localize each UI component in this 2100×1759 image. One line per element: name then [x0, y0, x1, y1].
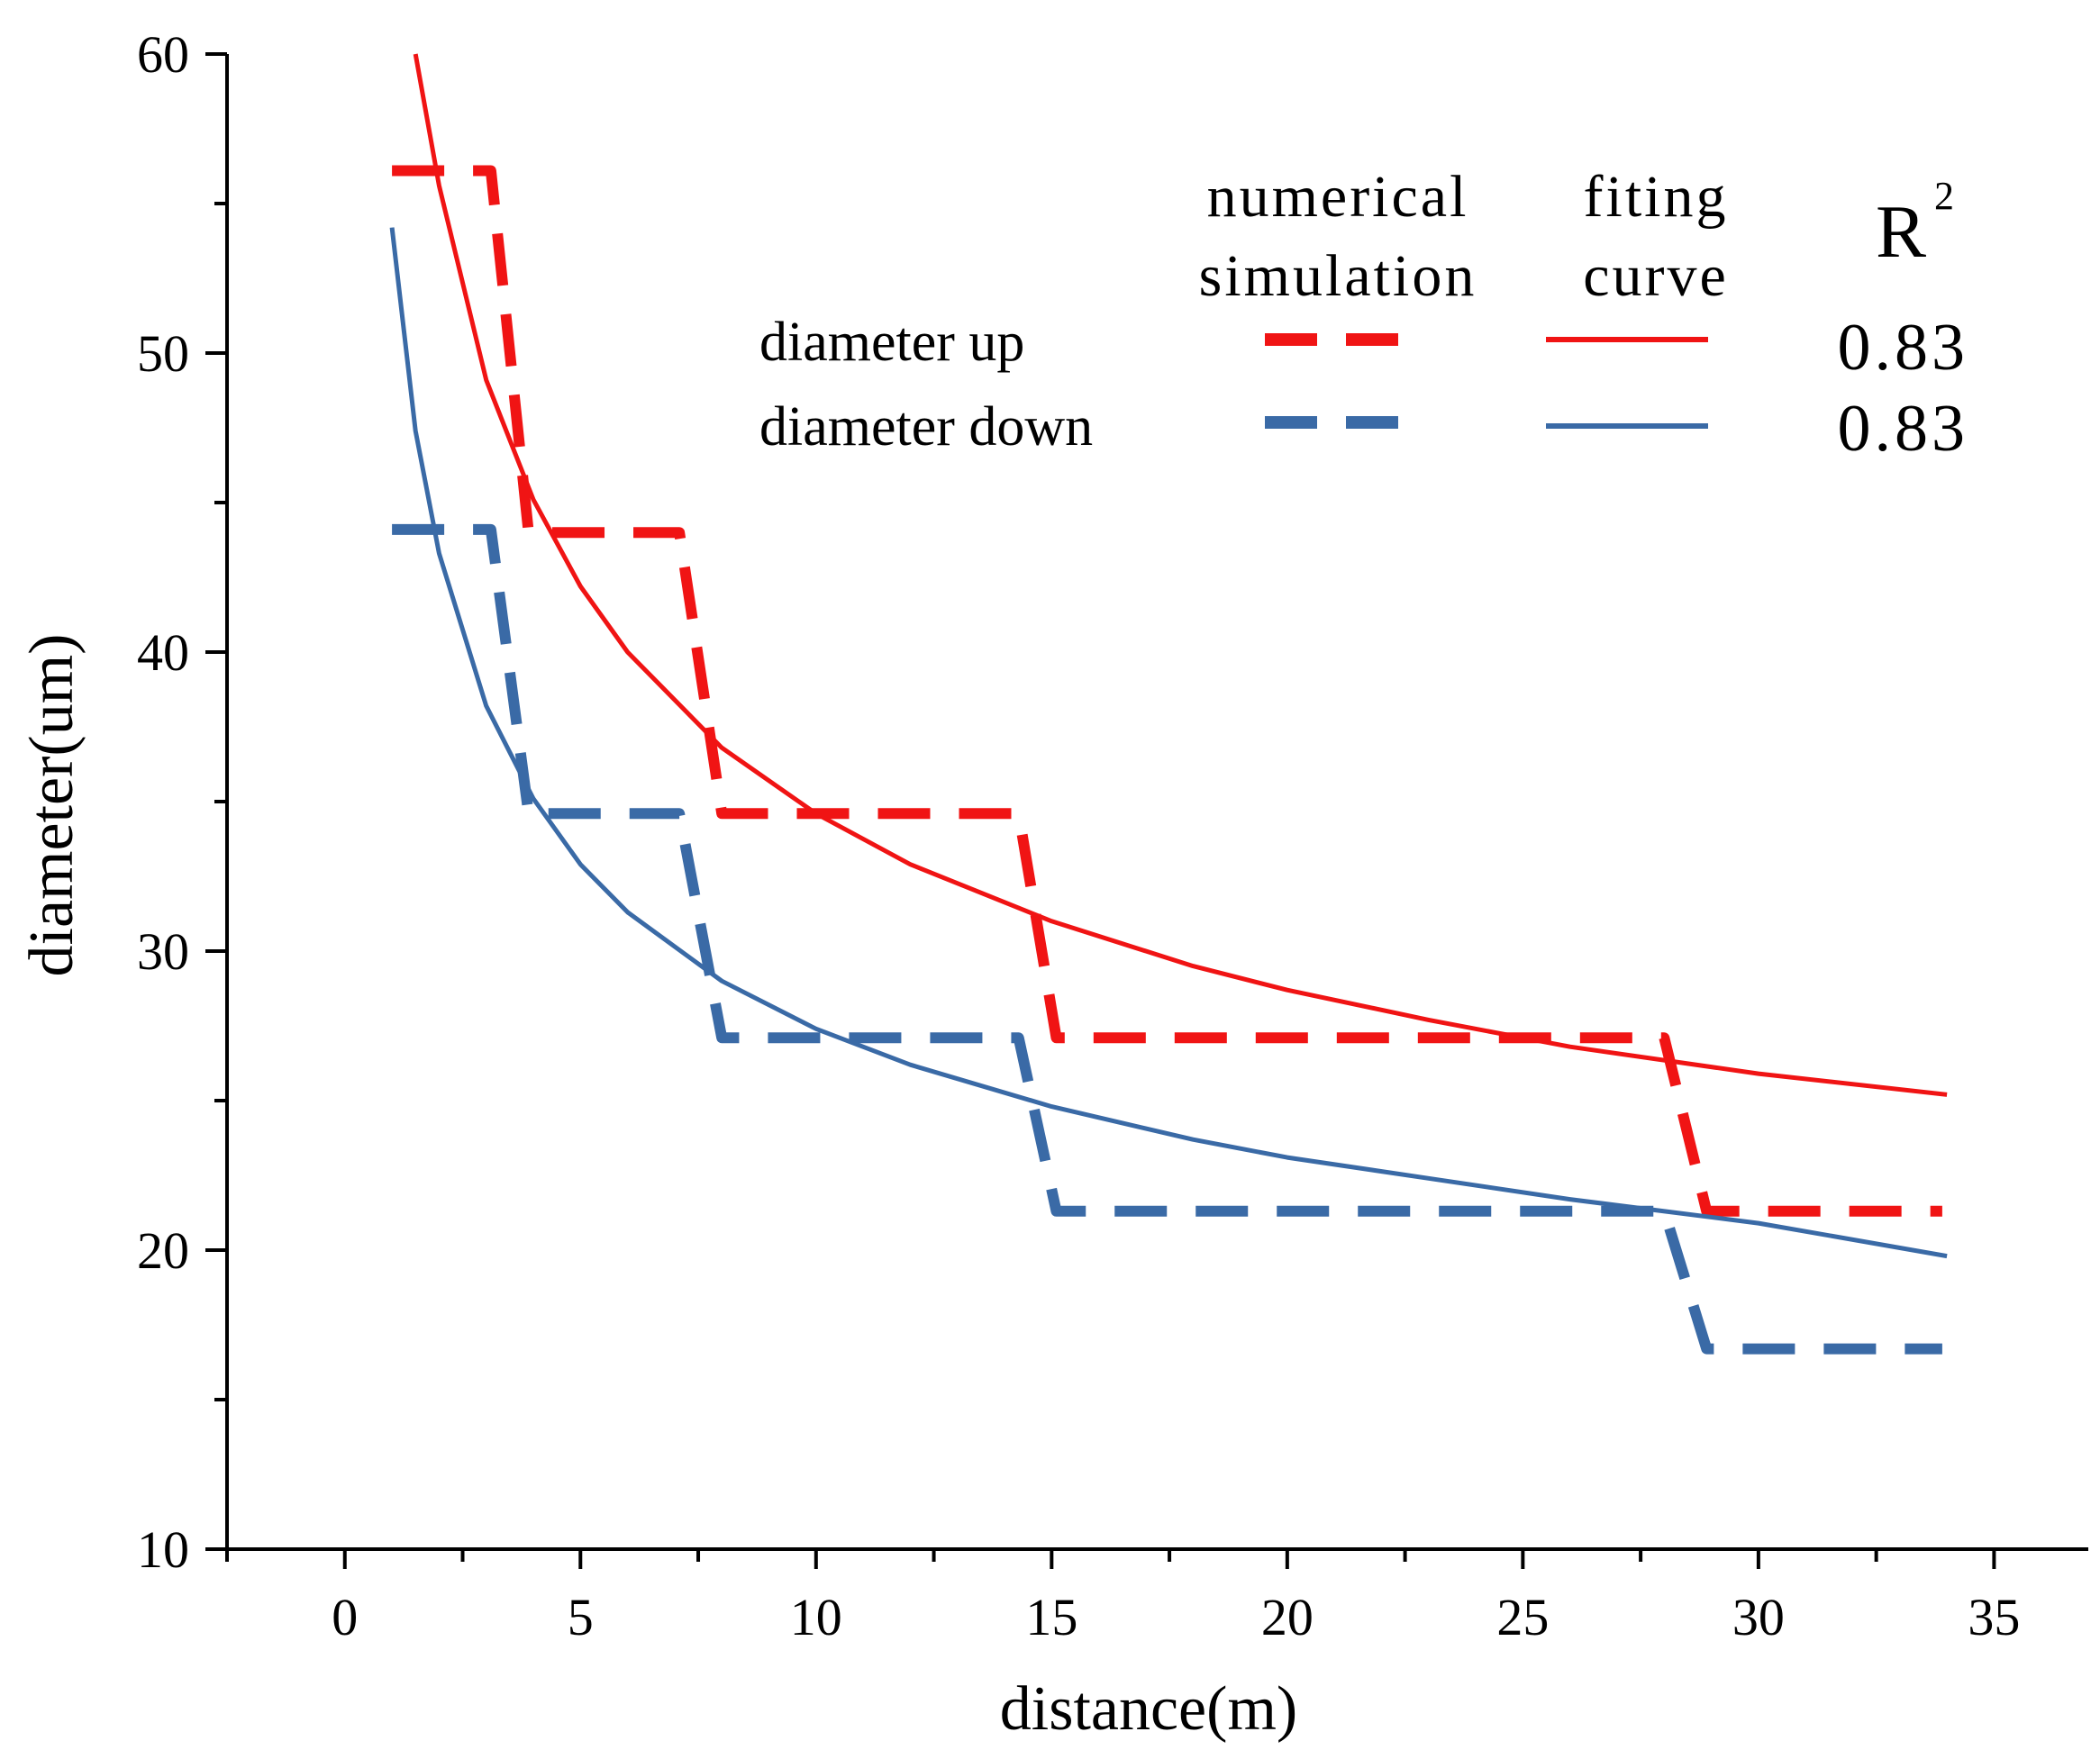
legend-header-simulation-line1: numerical [1207, 164, 1469, 230]
x-tick-label: 5 [568, 1588, 594, 1646]
legend-header-simulation-line2: simulation [1199, 243, 1477, 309]
ticks: 0 5 10 15 20 25 30 35 10 20 30 40 50 60 [137, 25, 2020, 1646]
legend-header-fitting-line2: curve [1583, 243, 1729, 309]
y-tick-label: 40 [137, 623, 189, 682]
series-diameter-up-simulation [392, 165, 1942, 1217]
legend-header-r2: R [1876, 190, 1926, 274]
y-axis-title: diameter(um) [17, 634, 86, 977]
x-tick-label: 15 [1025, 1588, 1077, 1646]
series-diameter-up-fitting [413, 53, 1948, 1097]
legend: numerical simulation fiting curve R 2 di… [759, 164, 1969, 466]
legend-r2-diameter-up: 0.83 [1838, 311, 1969, 385]
x-tick-label: 25 [1496, 1588, 1549, 1646]
legend-r2-diameter-down: 0.83 [1838, 392, 1969, 466]
y-tick-label: 50 [137, 324, 189, 383]
x-tick-label: 20 [1261, 1588, 1314, 1646]
y-tick-label: 10 [137, 1520, 189, 1579]
x-tick-label: 30 [1732, 1588, 1785, 1646]
legend-header-fitting-line1: fiting [1584, 164, 1729, 230]
y-tick-label: 60 [137, 25, 189, 84]
y-tick-label: 30 [137, 922, 189, 981]
x-tick-label: 10 [790, 1588, 842, 1646]
legend-label-diameter-down: diameter down [759, 396, 1093, 458]
x-axis-title: distance(m) [1000, 1674, 1297, 1744]
series-diameter-down-simulation [392, 523, 1942, 1355]
x-tick-label: 35 [1968, 1588, 2020, 1646]
series-diameter-down-fitting [389, 227, 1948, 1259]
x-tick-label: 0 [332, 1588, 358, 1646]
legend-header-r2-superscript: 2 [1934, 174, 1954, 218]
y-tick-label: 20 [137, 1221, 189, 1280]
plot-area [389, 53, 1948, 1355]
legend-label-diameter-up: diameter up [759, 312, 1024, 373]
